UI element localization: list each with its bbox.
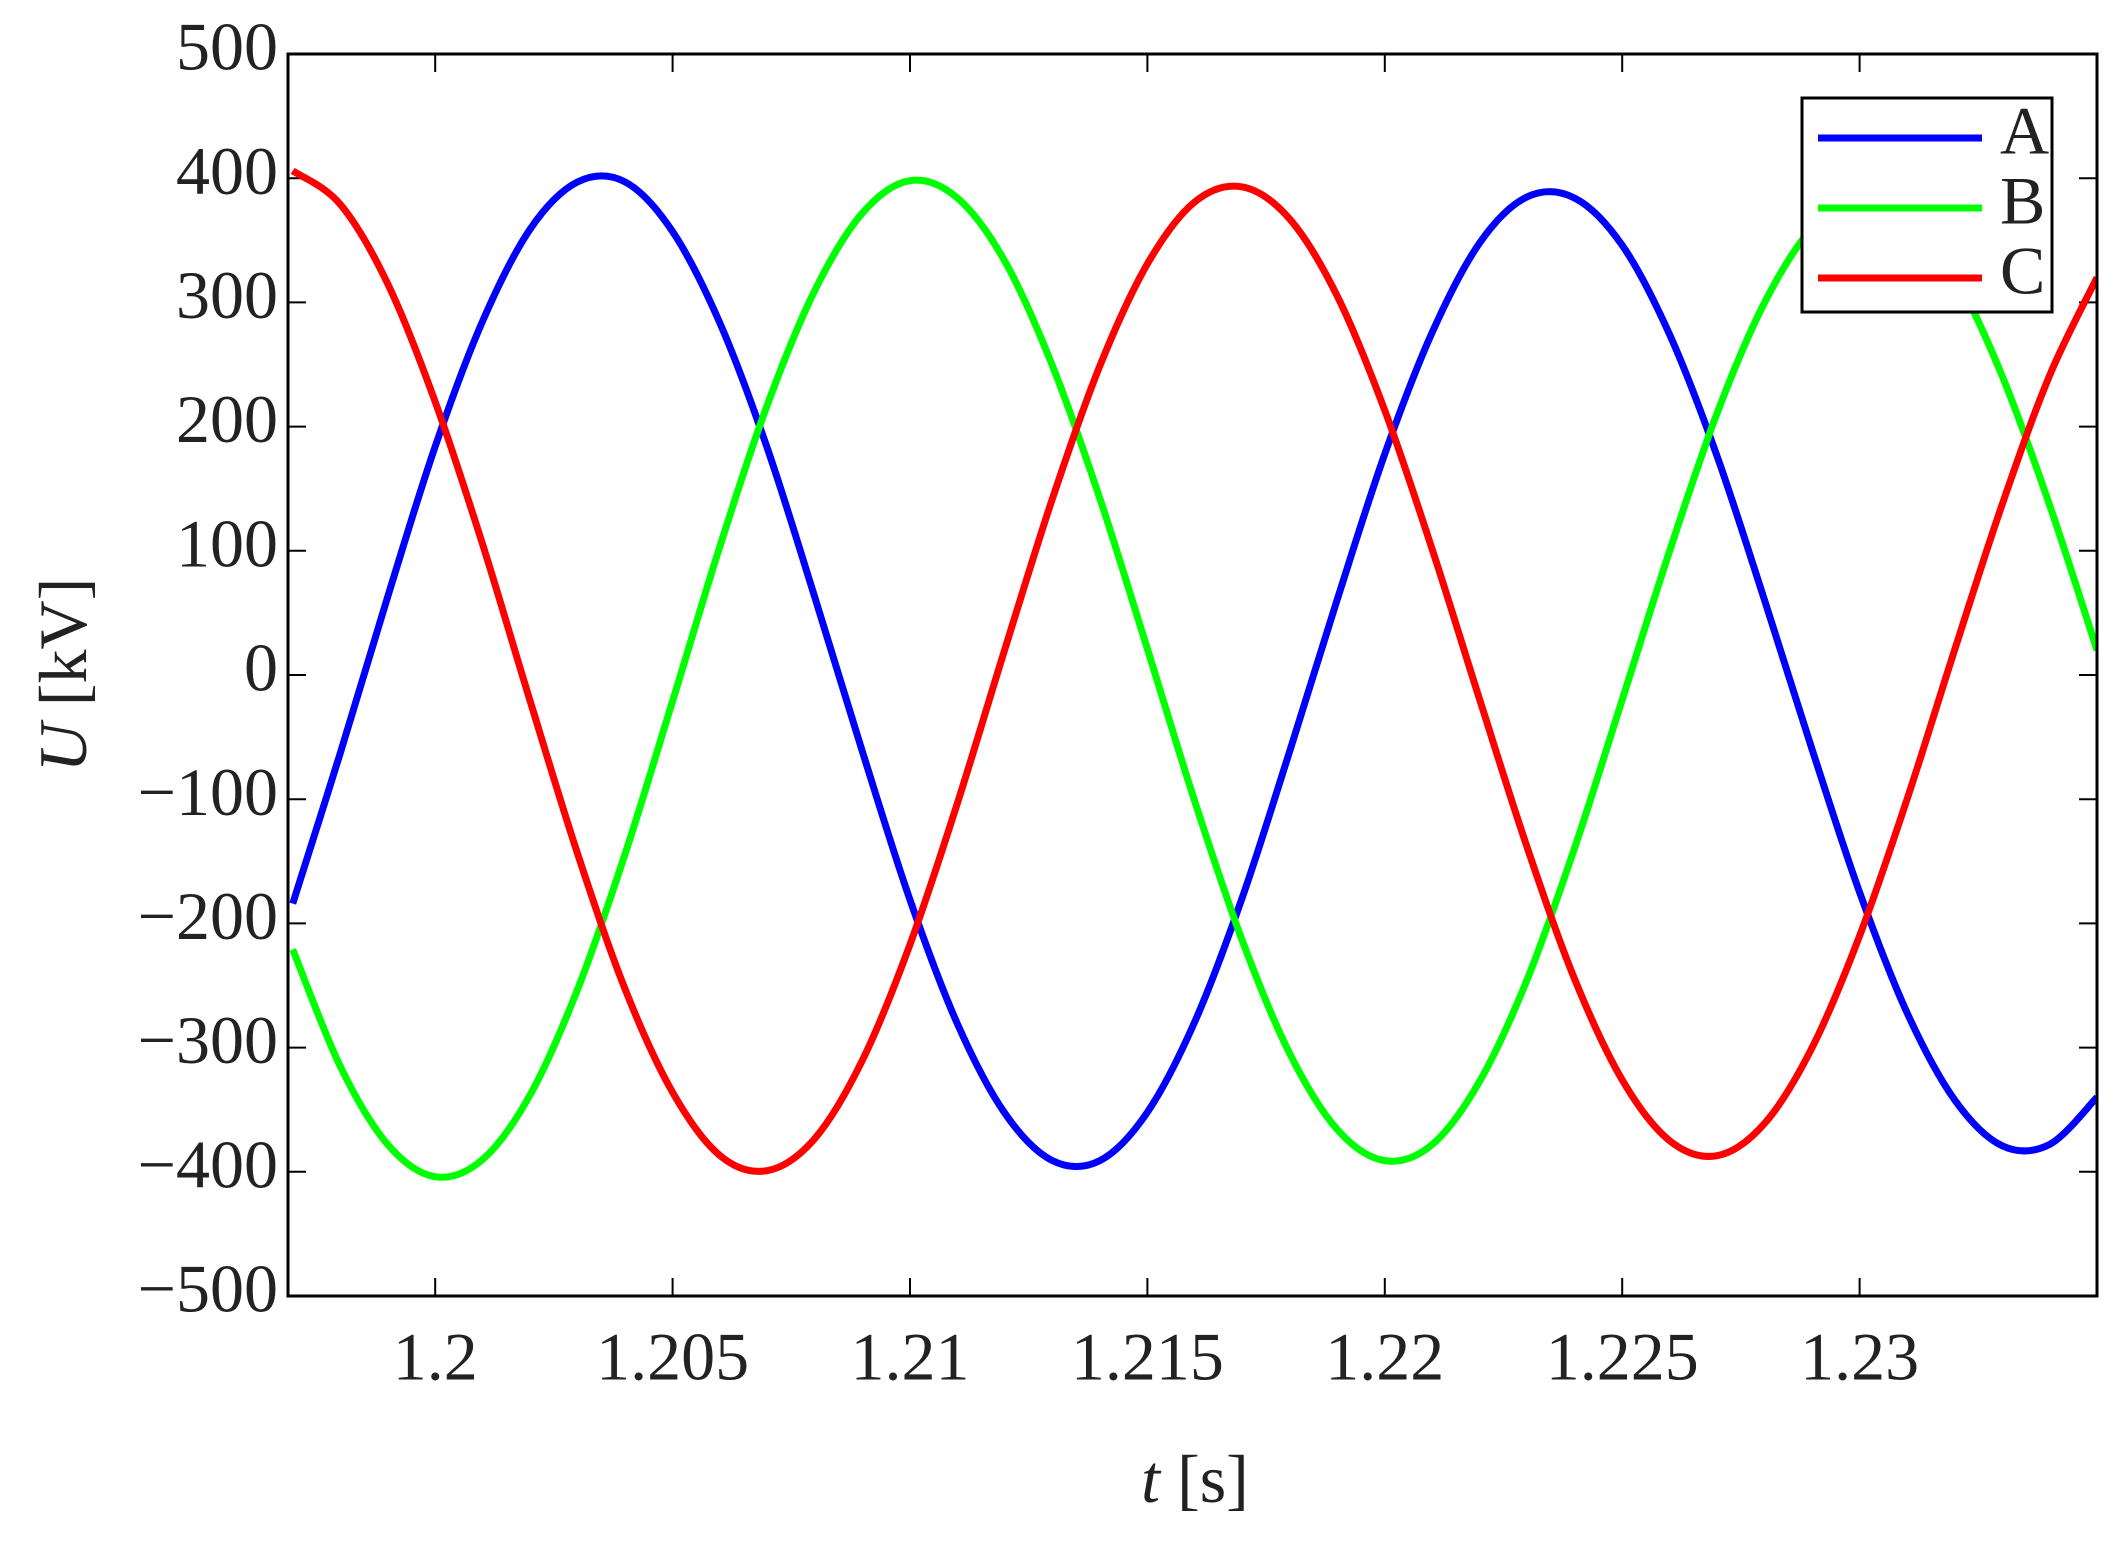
y-label-unit: [kV] xyxy=(25,578,101,706)
x-tick-label: 1.205 xyxy=(596,1319,749,1395)
legend-label: B xyxy=(2000,163,2045,239)
y-axis-label: U [kV] xyxy=(25,578,101,773)
legend-label: C xyxy=(2000,233,2045,309)
series-line xyxy=(289,176,2097,1181)
x-tick-label: 1.23 xyxy=(1800,1319,1919,1395)
y-tick-label: 100 xyxy=(176,505,278,581)
y-tick-label: −200 xyxy=(138,878,278,954)
series-line xyxy=(290,167,2097,1175)
x-tick-label: 1.225 xyxy=(1546,1319,1699,1395)
y-tick-label: 300 xyxy=(176,257,278,333)
x-label-symbol: t xyxy=(1141,1441,1162,1517)
legend-label: A xyxy=(2000,93,2049,169)
x-label-unit: [s] xyxy=(1177,1441,1249,1517)
y-tick-label: −100 xyxy=(138,754,278,830)
y-tick-label: 200 xyxy=(176,381,278,457)
y-tick-label: 400 xyxy=(176,133,278,209)
x-axis-label: t [s] xyxy=(1141,1441,1249,1517)
y-label-symbol: U xyxy=(25,719,101,772)
y-tick-label: −400 xyxy=(138,1126,278,1202)
y-tick-label: 500 xyxy=(176,9,278,85)
y-tick-label: −300 xyxy=(138,1002,278,1078)
y-tick-label: −500 xyxy=(138,1251,278,1327)
x-tick-label: 1.21 xyxy=(850,1319,969,1395)
plot-frame xyxy=(286,52,2099,1298)
x-tick-label: 1.215 xyxy=(1071,1319,1224,1395)
series-line xyxy=(289,172,2097,1171)
x-tick-label: 1.2 xyxy=(393,1319,478,1395)
y-tick-label: 0 xyxy=(244,630,278,706)
x-tick-label: 1.22 xyxy=(1325,1319,1444,1395)
